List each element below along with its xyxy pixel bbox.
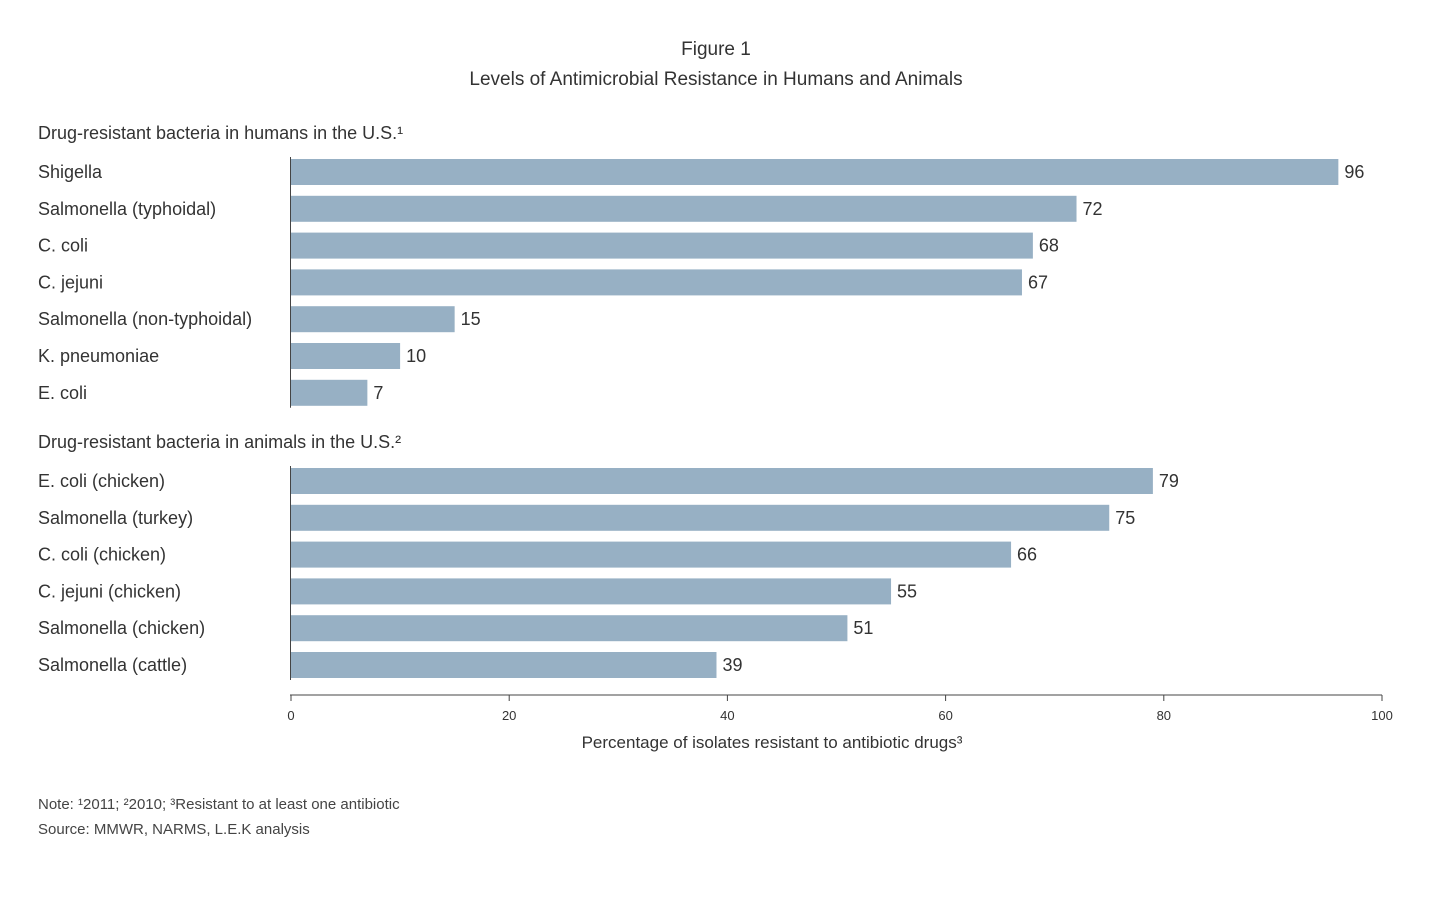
source-text: Source: MMWR, NARMS, L.E.K analysis [38, 821, 310, 838]
x-tick-label: 100 [1371, 708, 1393, 723]
bars-layer: Shigella 96 Salmonella (typhoidal) 72 C. col… [38, 157, 1364, 680]
x-tick-label: 80 [1157, 708, 1171, 723]
category-label: Shigella [38, 162, 103, 182]
category-label: K. pneumoniae [38, 346, 159, 366]
group-heading-humans: Drug-resistant bacteria in humans in the… [38, 123, 403, 143]
bar [291, 343, 401, 369]
bar [291, 232, 1033, 259]
bar [291, 468, 1153, 494]
bar [291, 159, 1339, 185]
x-tick-label: 40 [720, 708, 734, 723]
category-label: C. coli (chicken) [38, 545, 166, 565]
chart-title: Levels of Antimicrobial Resistance in Hu… [469, 69, 962, 90]
category-label: C. jejuni [38, 272, 103, 292]
value-label: 79 [1159, 471, 1179, 491]
x-tick-label: 60 [938, 708, 952, 723]
category-label: Salmonella (chicken) [38, 618, 205, 638]
value-label: 68 [1039, 236, 1059, 256]
bar [291, 269, 1022, 296]
category-label: Salmonella (cattle) [38, 655, 187, 675]
x-axis-ticks: 0 20 40 60 80 100 [287, 695, 1393, 723]
x-tick-label: 20 [502, 708, 516, 723]
value-label: 51 [853, 618, 873, 638]
bar [291, 306, 455, 333]
category-label: C. coli [38, 236, 88, 256]
bar [291, 615, 848, 642]
value-label: 72 [1083, 199, 1103, 219]
bar [291, 504, 1110, 531]
category-label: E. coli (chicken) [38, 471, 165, 491]
bar [291, 195, 1077, 222]
value-label: 66 [1017, 545, 1037, 565]
value-label: 10 [406, 346, 426, 366]
bar [291, 652, 717, 678]
value-label: 15 [461, 309, 481, 329]
x-tick-label: 0 [287, 708, 294, 723]
category-label: Salmonella (typhoidal) [38, 199, 216, 219]
category-label: C. jejuni (chicken) [38, 581, 181, 601]
value-label: 7 [373, 383, 383, 403]
bar [291, 541, 1012, 568]
figure-label: Figure 1 [681, 39, 751, 60]
x-axis-title: Percentage of isolates resistant to anti… [582, 733, 963, 752]
bar [291, 379, 368, 406]
value-label: 96 [1344, 162, 1364, 182]
value-label: 75 [1115, 508, 1135, 528]
category-label: Salmonella (non-typhoidal) [38, 309, 252, 329]
value-label: 55 [897, 581, 917, 601]
value-label: 39 [722, 655, 742, 675]
bar [291, 578, 892, 605]
group-heading-animals: Drug-resistant bacteria in animals in th… [38, 432, 401, 452]
category-label: E. coli [38, 383, 87, 403]
category-label: Salmonella (turkey) [38, 508, 193, 528]
note-text: Note: ¹2011; ²2010; ³Resistant to at lea… [38, 796, 400, 813]
value-label: 67 [1028, 272, 1048, 292]
